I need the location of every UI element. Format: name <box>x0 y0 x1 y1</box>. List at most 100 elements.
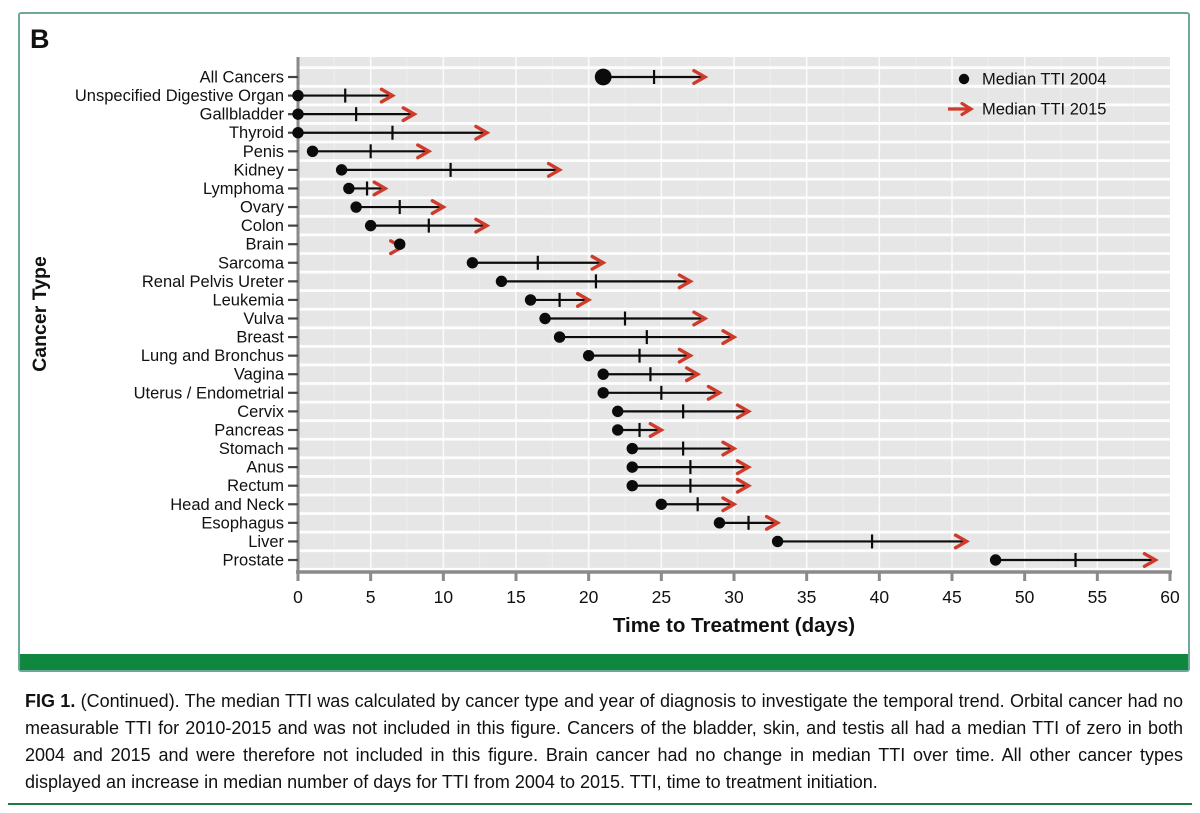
dot-2004 <box>364 219 377 232</box>
x-tick-label: 10 <box>434 587 454 607</box>
arrow-2015 <box>416 143 433 160</box>
arrow-2015 <box>546 161 564 178</box>
category-label: Colon <box>241 217 284 235</box>
bottom-rule <box>8 803 1192 805</box>
category-label: Esophagus <box>201 514 284 532</box>
arrow-2015 <box>677 273 694 290</box>
legend-label-2015: Median TTI 2015 <box>982 101 1106 119</box>
category-label: Anus <box>246 459 284 477</box>
x-tick-label: 25 <box>652 587 671 607</box>
dot-2004 <box>335 164 348 176</box>
x-tick-label: 50 <box>1015 587 1035 607</box>
dot-2004 <box>594 68 612 86</box>
tti-dumbbell-chart: 0 5 10 15 20 25 30 35 40 45 50 55 60 All CancersUnspe… <box>29 24 1180 637</box>
panel-footer-bar <box>20 654 1188 670</box>
dot-2004 <box>394 238 406 250</box>
dot-2004 <box>553 331 566 343</box>
arrow-2015 <box>474 217 491 234</box>
arrow-2015 <box>721 496 738 513</box>
x-tick-label: 20 <box>579 587 599 607</box>
category-label: Vagina <box>234 366 285 384</box>
x-tick-label: 45 <box>942 587 961 607</box>
x-axis-title: Time to Treatment (days) <box>613 614 855 637</box>
category-label: Penis <box>243 143 284 161</box>
arrow-2015 <box>474 124 491 141</box>
x-tick-label: 0 <box>293 587 303 607</box>
category-label: Lymphoma <box>203 180 285 198</box>
dot-2004 <box>655 498 668 510</box>
dot-2004 <box>292 127 304 139</box>
category-label: Leukemia <box>212 291 284 309</box>
arrow-2015 <box>648 421 665 438</box>
legend-label-2004: Median TTI 2004 <box>982 71 1106 89</box>
arrow-2015 <box>590 254 607 271</box>
arrow-2015 <box>764 514 782 531</box>
dot-2004 <box>524 294 537 306</box>
arrow-2015 <box>372 180 389 197</box>
dot-2004 <box>771 535 784 548</box>
arrow-2015 <box>735 477 752 494</box>
arrow-2015 <box>677 347 694 364</box>
dot-2004 <box>626 461 638 473</box>
arrow-2015 <box>430 199 447 216</box>
x-tick-label: 5 <box>366 587 376 607</box>
category-label: Sarcoma <box>218 254 285 272</box>
category-label: Kidney <box>234 161 285 179</box>
x-tick-label: 30 <box>724 587 744 607</box>
category-label: Rectum <box>227 477 284 495</box>
category-label: Prostate <box>223 552 284 570</box>
arrow-2015 <box>575 291 593 308</box>
dot-2004 <box>713 517 726 529</box>
dot-2004 <box>612 424 624 436</box>
arrow-2015 <box>684 366 702 383</box>
caption-label: FIG 1. <box>25 691 76 711</box>
x-tick-label: 40 <box>870 587 890 607</box>
category-label: Head and Neck <box>170 496 284 514</box>
figure-caption: FIG 1. (Continued). The median TTI was c… <box>25 688 1183 796</box>
category-label: All Cancers <box>200 69 284 87</box>
dot-2004 <box>597 368 609 380</box>
category-label: Thyroid <box>229 124 284 142</box>
figure-panel: 0 5 10 15 20 25 30 35 40 45 50 55 60 All Cancers Unspe… <box>18 12 1190 672</box>
dot-2004 <box>539 312 551 325</box>
category-label: Pancreas <box>214 421 284 439</box>
dot-2004 <box>350 201 362 213</box>
x-tick-label: 60 <box>1160 587 1180 607</box>
arrow-2015 <box>721 440 738 457</box>
dot-2004 <box>597 387 609 399</box>
caption-text: (Continued). The median TTI was calculat… <box>25 691 1183 792</box>
category-label: Uterus / Endometrial <box>134 384 284 402</box>
category-label: Stomach <box>219 440 284 458</box>
x-tick-label: 55 <box>1088 587 1107 607</box>
category-label: Gallbladder <box>200 106 285 124</box>
arrow-2015 <box>692 310 709 327</box>
category-label: Vulva <box>243 310 284 328</box>
category-label: Liver <box>248 533 284 551</box>
category-label: Lung and Bronchus <box>141 347 284 365</box>
dot-2004 <box>292 108 304 120</box>
x-tick-label: 35 <box>797 587 816 607</box>
category-label: Ovary <box>240 199 285 217</box>
dot-2004 <box>343 182 355 195</box>
legend-arrow-head-icon <box>960 101 975 117</box>
dot-2004 <box>306 145 319 158</box>
y-axis-title: Cancer Type <box>29 256 51 372</box>
dot-2004 <box>612 405 624 418</box>
dot-2004 <box>582 349 595 362</box>
arrow-2015 <box>401 106 418 123</box>
category-label: Brain <box>245 236 284 254</box>
legend-dot-icon <box>958 73 970 85</box>
panel-letter: B <box>30 24 50 54</box>
category-label: Breast <box>236 329 284 347</box>
dot-2004 <box>626 479 638 492</box>
arrow-2015 <box>721 329 738 346</box>
arrow-2015 <box>735 459 752 476</box>
arrow-2015 <box>1142 552 1159 569</box>
dot-2004 <box>495 275 508 288</box>
dot-2004 <box>626 442 638 455</box>
category-label: Renal Pelvis Ureter <box>142 273 285 291</box>
x-tick-label: 15 <box>506 587 525 607</box>
category-label: Unspecified Digestive Organ <box>75 87 284 105</box>
dot-2004 <box>292 89 304 102</box>
